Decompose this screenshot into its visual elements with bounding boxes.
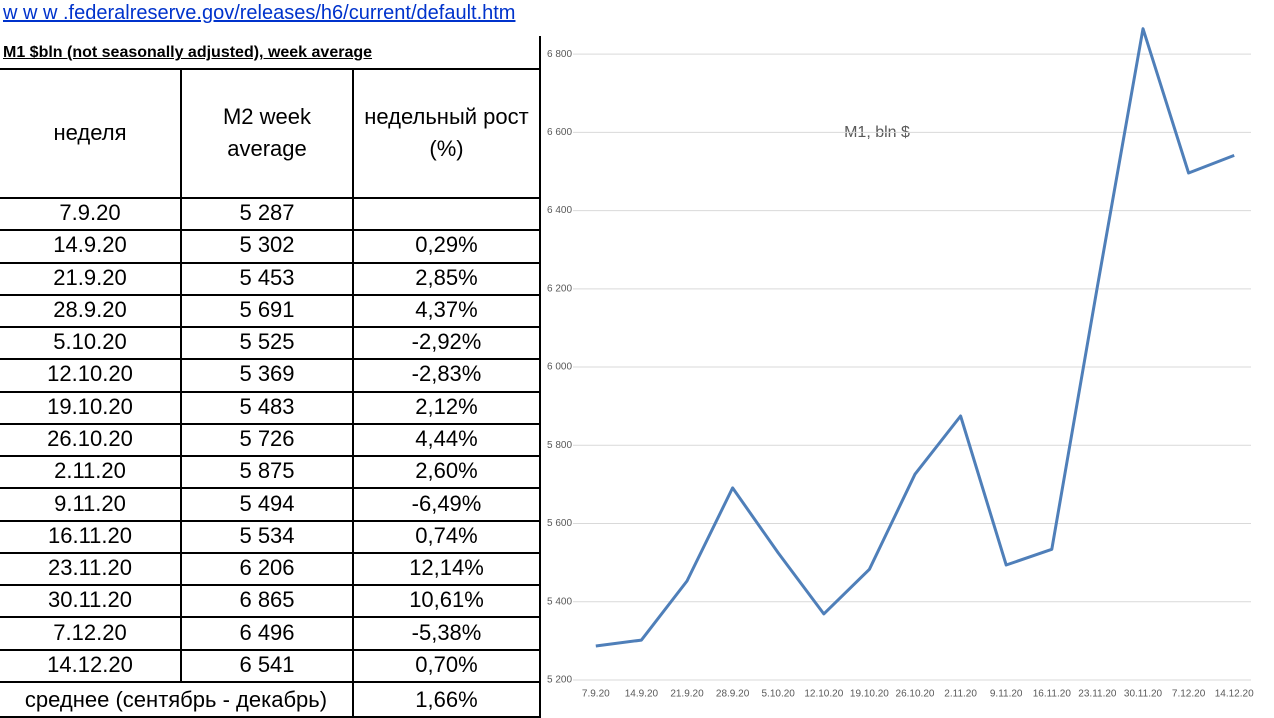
x-tick-label: 19.10.20 — [850, 689, 889, 700]
table-cell: 14.12.20 — [0, 648, 182, 683]
table-cell: 12,14% — [354, 551, 541, 587]
table-cell: 23.11.20 — [0, 551, 182, 587]
x-tick-label: 5.10.20 — [762, 689, 796, 700]
table-cell: -2,92% — [354, 326, 541, 361]
x-tick-label: 28.9.20 — [716, 689, 750, 700]
table-cell: 16.11.20 — [0, 519, 182, 554]
header-cell: M2 week average — [182, 68, 354, 199]
table-cell: 0,74% — [354, 519, 541, 554]
table-cell: 6 541 — [182, 648, 354, 683]
table-cell: 2,85% — [354, 261, 541, 296]
y-tick-label: 6 400 — [547, 205, 572, 216]
table-cell: 7.12.20 — [0, 616, 182, 651]
table-cell: 5 302 — [182, 229, 354, 264]
data-line — [595, 27, 1235, 648]
table-cell: 21.9.20 — [0, 261, 182, 296]
table-cell: 5 453 — [182, 261, 354, 296]
x-tick-label: 26.10.20 — [896, 689, 935, 700]
table-cell: 5 534 — [182, 519, 354, 554]
x-tick-label: 7.12.20 — [1172, 689, 1206, 700]
title-row — [0, 36, 541, 70]
table-cell: 5 691 — [182, 293, 354, 329]
y-tick-label: 5 800 — [547, 440, 572, 451]
header-cell: недельный рост (%) — [354, 68, 541, 199]
y-tick-label: 5 200 — [547, 675, 572, 686]
x-tick-label: 2.11.20 — [944, 689, 977, 700]
table-cell: 6 865 — [182, 584, 354, 619]
x-tick-label: 30.11.20 — [1124, 689, 1163, 700]
x-tick-label: 9.11.20 — [990, 689, 1023, 700]
table-cell: -5,38% — [354, 616, 541, 651]
table-cell: 5 494 — [182, 487, 354, 522]
table-cell: 0,70% — [354, 648, 541, 683]
table-cell: 5 875 — [182, 455, 354, 490]
table-cell: 5 369 — [182, 358, 354, 393]
table-cell: 0,29% — [354, 229, 541, 264]
table-cell: 12.10.20 — [0, 358, 182, 393]
table-cell: 5 483 — [182, 390, 354, 425]
table-cell: 10,61% — [354, 584, 541, 619]
table-cell: 6 496 — [182, 616, 354, 651]
y-tick-label: 6 600 — [547, 127, 572, 138]
y-tick-label: 6 000 — [547, 362, 572, 373]
table-cell: 7.9.20 — [0, 197, 182, 232]
header-cell: неделя — [0, 68, 182, 199]
x-tick-label: 7.9.20 — [582, 689, 610, 700]
table-cell: 5 525 — [182, 326, 354, 361]
table-cell: 4,44% — [354, 422, 541, 458]
table-cell: 19.10.20 — [0, 390, 182, 425]
table-cell: 6 206 — [182, 551, 354, 587]
y-tick-label: 6 800 — [547, 49, 572, 60]
table-cell: 2.11.20 — [0, 455, 182, 490]
table-cell: 26.10.20 — [0, 422, 182, 458]
x-tick-label: 14.12.20 — [1215, 689, 1254, 700]
x-tick-label: 21.9.20 — [670, 689, 704, 700]
source-link[interactable]: w w w .federalreserve.gov/releases/h6/cu… — [3, 2, 516, 24]
table-cell: 14.9.20 — [0, 229, 182, 264]
table-cell: 9.11.20 — [0, 487, 182, 522]
footer-value: 1,66% — [354, 683, 541, 718]
y-tick-label: 5 600 — [547, 518, 572, 529]
x-tick-label: 14.9.20 — [625, 689, 659, 700]
table: неделя M2 week average недельный рост (%) 7… — [0, 0, 541, 718]
footer-label: среднее (сентябрь - декабрь) — [0, 683, 354, 718]
table-cell: -6,49% — [354, 487, 541, 522]
table-cell: 5.10.20 — [0, 326, 182, 361]
table-cell: 2,12% — [354, 390, 541, 425]
y-tick-label: 6 200 — [547, 283, 572, 294]
y-tick-label: 5 400 — [547, 596, 572, 607]
table-title: M1 $bln (not seasonally adjusted), week … — [3, 44, 373, 61]
table-cell: 5 287 — [182, 197, 354, 232]
table-cell: 4,37% — [354, 293, 541, 329]
x-tick-label: 16.11.20 — [1033, 689, 1072, 700]
table-cell: 2,60% — [354, 455, 541, 490]
x-tick-label: 12.10.20 — [804, 689, 843, 700]
table-cell: 28.9.20 — [0, 293, 182, 329]
x-tick-label: 23.11.20 — [1078, 689, 1117, 700]
table-cell — [354, 197, 541, 232]
table-cell: 30.11.20 — [0, 584, 182, 619]
table-cell: 5 726 — [182, 422, 354, 458]
table-cell: -2,83% — [354, 358, 541, 393]
